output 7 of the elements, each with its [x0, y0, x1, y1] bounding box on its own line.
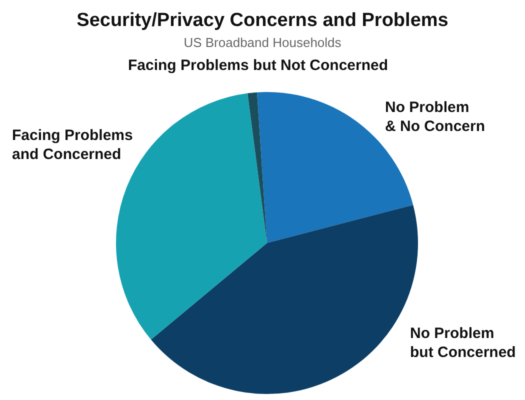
pie-slice	[248, 92, 267, 243]
slice-label: Facing Problems and Concerned	[12, 127, 133, 163]
slice-label: Facing Problems but Not Concerned	[128, 57, 388, 74]
chart-subtitle: US Broadband Households	[182, 35, 342, 50]
chart-title: Security/Privacy Concerns and Problems	[76, 10, 450, 32]
slice-label: No Problem & No Concern	[385, 99, 486, 135]
slice-label: No Problem but Concerned	[410, 325, 516, 361]
